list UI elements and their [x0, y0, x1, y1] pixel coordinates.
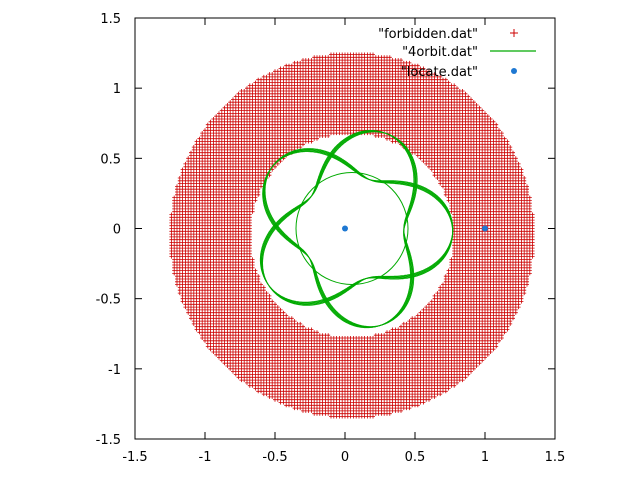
orbit-strand: [262, 130, 454, 327]
y-tick-label: 1: [113, 82, 121, 97]
forbidden-series: [169, 52, 535, 419]
x-tick-label: 0.5: [405, 450, 426, 465]
legend-marker: [511, 68, 517, 74]
x-tick-label: 0: [341, 450, 349, 465]
x-tick-label: -0.5: [262, 450, 287, 465]
y-tick-label: 1.5: [100, 12, 121, 27]
legend-marker: [510, 29, 518, 37]
locate-point: [342, 225, 348, 232]
axis-ticks: -1.5 -1 -0.5 0 0.5 1 1.5 -1.5 -1 -0.5 0 0.5 1 1.5: [96, 12, 566, 465]
y-tick-label: -1.5: [96, 433, 121, 448]
orbit-strand: [259, 131, 454, 329]
legend-label: "4orbit.dat": [402, 45, 478, 60]
y-tick-label: 0: [113, 223, 121, 238]
y-tick-label: 0.5: [100, 152, 121, 167]
x-tick-label: 1: [481, 450, 489, 465]
x-tick-label: -1.5: [122, 450, 147, 465]
orbit-strand: [260, 130, 454, 328]
locate-series: [342, 225, 488, 232]
orbit-strand: [261, 130, 454, 328]
y-tick-label: -1: [108, 363, 121, 378]
legend-label: "locate.dat": [401, 65, 478, 80]
orbit-series: [259, 130, 454, 329]
orbit-strand: [261, 130, 454, 328]
legend-label: "forbidden.dat": [378, 27, 478, 42]
legend: "forbidden.dat" "4orbit.dat" "locate.dat": [378, 27, 536, 80]
x-tick-label: -1: [199, 450, 212, 465]
locate-point: [482, 225, 488, 232]
x-tick-label: 1.5: [545, 450, 566, 465]
y-tick-label: -0.5: [96, 293, 121, 308]
forbidden-points: [169, 52, 535, 419]
